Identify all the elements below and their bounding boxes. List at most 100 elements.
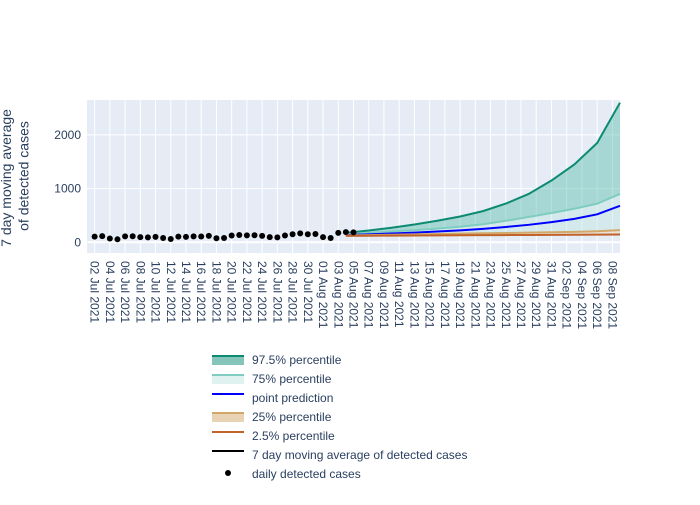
x-tick-label: 02 Jul 2021 bbox=[88, 261, 102, 323]
legend-symbol-25pct bbox=[212, 426, 248, 445]
legend-symbol-25 bbox=[212, 407, 248, 426]
case-point bbox=[274, 234, 281, 241]
case-point bbox=[106, 235, 113, 242]
legend-symbol-ma bbox=[212, 445, 248, 464]
x-tick-label: 07 Aug 2021 bbox=[362, 261, 376, 329]
grid bbox=[87, 100, 620, 253]
x-tick-label: 04 Sep 2021 bbox=[575, 261, 589, 329]
case-point bbox=[320, 234, 327, 241]
case-point bbox=[114, 236, 121, 243]
case-point bbox=[144, 234, 151, 241]
case-point bbox=[304, 231, 311, 238]
y-axis-title-line2: of detected cases bbox=[15, 121, 31, 231]
case-point bbox=[297, 230, 304, 237]
case-point bbox=[335, 229, 342, 236]
legend-symbol-daily bbox=[212, 464, 248, 483]
x-tick-label: 25 Aug 2021 bbox=[499, 261, 513, 329]
x-tick-label: 02 Sep 2021 bbox=[560, 261, 574, 329]
x-tick-label: 03 Aug 2021 bbox=[331, 261, 345, 329]
legend-item-75[interactable]: 75% percentile bbox=[212, 369, 467, 388]
legend-item-point[interactable]: point prediction bbox=[212, 388, 467, 407]
y-tick-label: 1000 bbox=[54, 182, 81, 196]
legend: 97.5% percentile 75% percentile point pr… bbox=[212, 350, 467, 483]
legend-item-ma[interactable]: 7 day moving average of detected cases bbox=[212, 445, 467, 464]
y-ticks: 0 1000 2000 bbox=[54, 128, 81, 249]
x-tick-label: 05 Aug 2021 bbox=[347, 261, 361, 329]
y-axis-title-line1: 7 day moving average bbox=[0, 109, 14, 247]
legend-item-25pct[interactable]: 2.5% percentile bbox=[212, 426, 467, 445]
case-point bbox=[152, 233, 159, 240]
case-point bbox=[289, 231, 296, 238]
case-point bbox=[213, 235, 220, 242]
legend-label-75: 75% percentile bbox=[252, 371, 332, 386]
x-tick-label: 08 Jul 2021 bbox=[133, 261, 147, 323]
case-point bbox=[251, 232, 258, 239]
legend-label-975: 97.5% percentile bbox=[252, 352, 342, 367]
band-75 bbox=[345, 193, 620, 236]
legend-symbol-point bbox=[212, 388, 248, 407]
x-tick-label: 23 Aug 2021 bbox=[484, 261, 498, 329]
x-tick-label: 01 Aug 2021 bbox=[316, 261, 330, 329]
x-tick-label: 27 Aug 2021 bbox=[514, 261, 528, 329]
case-point bbox=[243, 232, 250, 239]
legend-symbol-975 bbox=[212, 350, 248, 369]
x-tick-label: 04 Jul 2021 bbox=[103, 261, 117, 323]
case-point bbox=[198, 233, 205, 240]
case-point bbox=[281, 232, 288, 239]
case-point bbox=[312, 230, 319, 237]
legend-label-25pct: 2.5% percentile bbox=[252, 428, 335, 443]
y-tick-label: 2000 bbox=[54, 128, 81, 142]
x-tick-label: 20 Jul 2021 bbox=[225, 261, 239, 323]
case-point bbox=[175, 233, 182, 240]
x-tick-label: 31 Aug 2021 bbox=[544, 261, 558, 329]
case-point bbox=[129, 233, 136, 240]
case-point bbox=[236, 232, 243, 239]
x-tick-label: 06 Jul 2021 bbox=[118, 261, 132, 323]
x-tick-label: 12 Jul 2021 bbox=[164, 261, 178, 323]
case-point bbox=[205, 232, 212, 239]
case-point bbox=[327, 234, 334, 241]
line-75 bbox=[345, 193, 621, 236]
series-lines bbox=[345, 102, 621, 237]
legend-item-25[interactable]: 25% percentile bbox=[212, 407, 467, 426]
x-tick-label: 13 Aug 2021 bbox=[407, 261, 421, 329]
x-tick-label: 22 Jul 2021 bbox=[240, 261, 254, 323]
x-tick-label: 30 Jul 2021 bbox=[301, 261, 315, 323]
case-point bbox=[99, 233, 106, 240]
line-25pct bbox=[345, 233, 621, 237]
case-point bbox=[122, 233, 129, 240]
case-point bbox=[342, 229, 349, 236]
x-tick-label: 18 Jul 2021 bbox=[209, 261, 223, 323]
case-point bbox=[160, 234, 167, 241]
x-tick-label: 11 Aug 2021 bbox=[392, 261, 406, 328]
x-tick-label: 14 Jul 2021 bbox=[179, 261, 193, 323]
legend-symbol-75 bbox=[212, 369, 248, 388]
case-points bbox=[91, 229, 357, 243]
case-point bbox=[266, 234, 273, 241]
case-point bbox=[221, 234, 228, 241]
legend-label-daily: daily detected cases bbox=[252, 466, 361, 481]
case-point bbox=[91, 233, 98, 240]
x-tick-label: 24 Jul 2021 bbox=[255, 261, 269, 323]
x-tick-label: 16 Jul 2021 bbox=[194, 261, 208, 323]
y-tick-label: 0 bbox=[74, 235, 81, 249]
x-tick-label: 28 Jul 2021 bbox=[286, 261, 300, 323]
x-tick-label: 15 Aug 2021 bbox=[423, 261, 437, 329]
x-tick-label: 19 Aug 2021 bbox=[453, 261, 467, 329]
x-tick-label: 26 Jul 2021 bbox=[270, 261, 284, 323]
x-tick-label: 29 Aug 2021 bbox=[529, 261, 543, 329]
x-tick-label: 10 Jul 2021 bbox=[149, 261, 163, 323]
x-tick-label: 06 Sep 2021 bbox=[590, 261, 604, 329]
case-point bbox=[137, 234, 144, 241]
legend-label-25: 25% percentile bbox=[252, 409, 332, 424]
legend-label-ma: 7 day moving average of detected cases bbox=[252, 447, 468, 462]
case-point bbox=[228, 232, 235, 239]
x-tick-label: 17 Aug 2021 bbox=[438, 261, 452, 329]
legend-item-975[interactable]: 97.5% percentile bbox=[212, 350, 467, 369]
case-point bbox=[190, 233, 197, 240]
case-point bbox=[259, 232, 266, 239]
x-ticks: 02 Jul 2021 04 Jul 2021 06 Jul 2021 08 Jul … bbox=[88, 261, 620, 329]
band-975 bbox=[345, 102, 620, 235]
legend-item-daily[interactable]: daily detected cases bbox=[212, 464, 467, 483]
line-975 bbox=[345, 102, 621, 234]
